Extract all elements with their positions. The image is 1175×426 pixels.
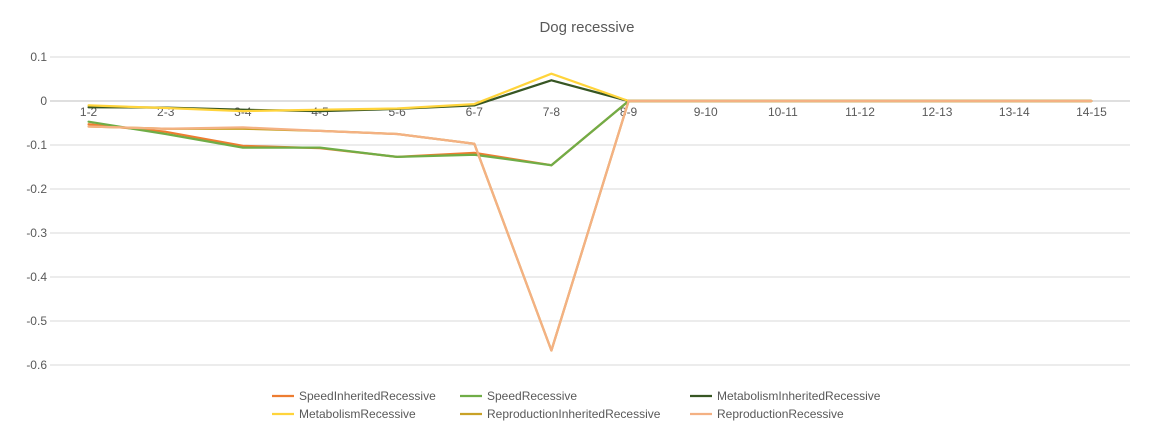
x-tick-label: 13-14 <box>999 105 1030 119</box>
legend-label: SpeedRecessive <box>487 389 577 403</box>
legend-label: ReproductionRecessive <box>717 407 844 421</box>
y-tick-label: -0.1 <box>26 138 47 152</box>
legend-label: MetabolismInheritedRecessive <box>717 389 881 403</box>
x-tick-label: 6-7 <box>466 105 484 119</box>
y-tick-label: -0.6 <box>26 358 47 372</box>
y-tick-label: -0.2 <box>26 182 47 196</box>
x-tick-label: 11-12 <box>845 105 875 119</box>
x-axis: 1-2 2-3 3-4 4-5 5-6 6-7 7-8 8-9 9-10 10-11 11-12 12… <box>80 105 1107 119</box>
x-tick-label: 9-10 <box>694 105 718 119</box>
y-tick-label: -0.5 <box>26 314 47 328</box>
legend-label: MetabolismRecessive <box>299 407 416 421</box>
series-lines <box>87 72 1093 352</box>
legend-label: ReproductionInheritedRecessive <box>487 407 661 421</box>
y-axis: 0.1 0 -0.1 -0.2 -0.3 -0.4 -0.5 -0.6 <box>26 50 47 372</box>
y-tick-label: -0.3 <box>26 226 47 240</box>
x-tick-label: 1-2 <box>80 105 98 119</box>
x-tick-label: 14-15 <box>1076 105 1107 119</box>
x-tick-label: 10-11 <box>768 105 798 119</box>
y-tick-label: 0.1 <box>30 50 47 64</box>
series-line <box>87 99 1093 352</box>
x-tick-label: 12-13 <box>922 105 953 119</box>
x-tick-label: 7-8 <box>543 105 561 119</box>
chart-title: Dog recessive <box>539 19 634 36</box>
legend: SpeedInheritedRecessive SpeedRecessive Met… <box>272 389 881 421</box>
y-tick-label: -0.4 <box>26 270 47 284</box>
legend-label: SpeedInheritedRecessive <box>299 389 436 403</box>
y-tick-label: 0 <box>40 94 47 108</box>
